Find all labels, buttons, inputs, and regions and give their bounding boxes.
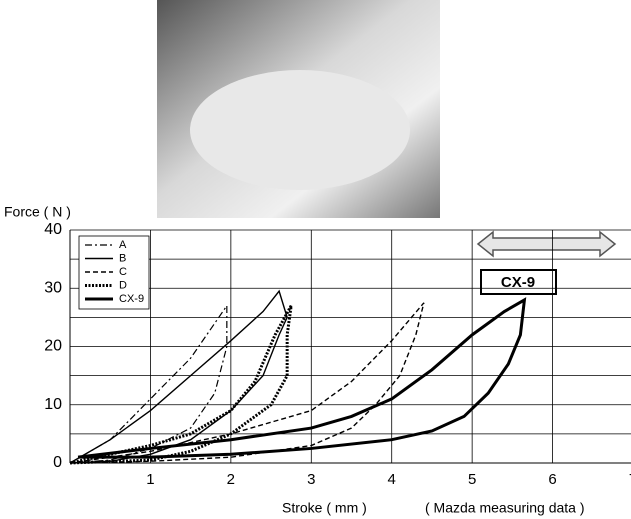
range-arrow (476, 230, 617, 258)
x-tick-label: 3 (307, 471, 315, 488)
x-tick-label: 1 (146, 471, 154, 488)
legend-box (78, 235, 150, 310)
legend-label: D (119, 279, 127, 291)
callout-box (480, 269, 557, 295)
x-tick-label: 6 (548, 471, 556, 488)
photo-detail (190, 70, 410, 190)
callout: CX-9 (501, 274, 535, 291)
legend-label: A (119, 239, 127, 251)
series-line (69, 303, 228, 464)
y-tick-label: 40 (44, 221, 62, 238)
series-line (69, 289, 288, 464)
legend-label: B (119, 252, 126, 264)
y-tick-label: 10 (44, 396, 62, 413)
note: ( Mazda measuring data ) (425, 500, 585, 516)
y-tick-label: 20 (44, 338, 62, 355)
x-axis-label: Stroke ( mm ) (282, 500, 367, 516)
y-tick-label: 30 (44, 279, 62, 296)
x-tick-label: 2 (227, 471, 235, 488)
y-tick-label: 0 (53, 454, 62, 471)
y-axis-label: Force ( N ) (4, 204, 71, 220)
legend-label: C (119, 266, 127, 278)
legend-label: CX-9 (119, 293, 144, 305)
x-tick-label: 7 (629, 471, 631, 488)
x-tick-label: 5 (468, 471, 476, 488)
series-line (77, 297, 527, 459)
x-tick-label: 4 (388, 471, 396, 488)
